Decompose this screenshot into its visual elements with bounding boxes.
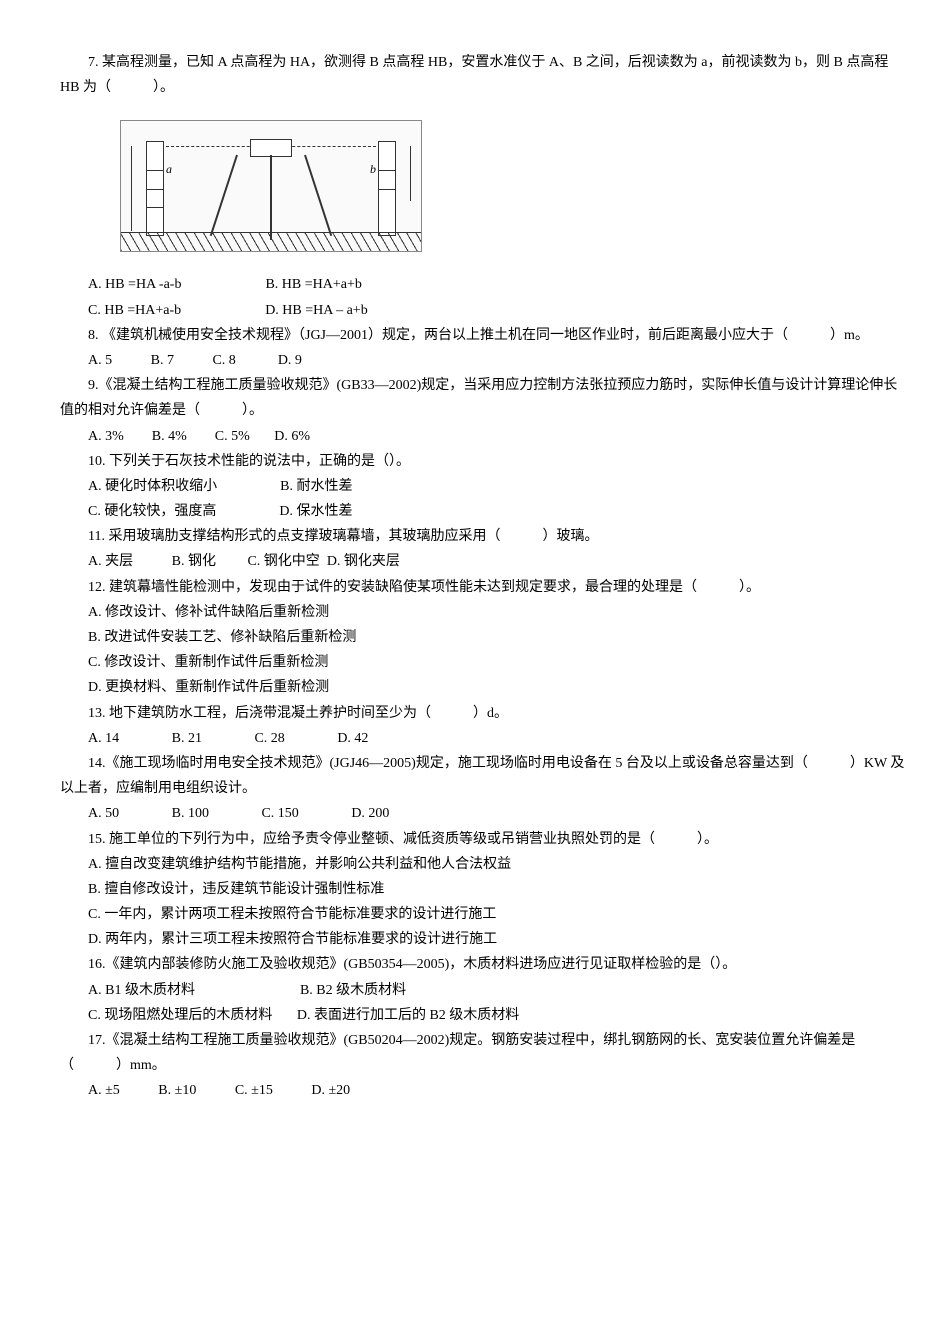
q12-opt-b: B. 改进试件安装工艺、修补缺陷后重新检测 [60,625,910,650]
q8-opt-d: D. 9 [278,353,302,368]
q16-opt-d: D. 表面进行加工后的 B2 级木质材料 [297,1008,519,1023]
q17-text: 17.《混凝土结构工程施工质量验收规范》(GB50204—2002)规定。钢筋安… [60,1028,910,1078]
leveling-figure: a b [120,120,422,252]
q15-text: 15. 施工单位的下列行为中，应给予责令停业整顿、减低资质等级或吊销营业执照处罚… [60,827,910,852]
q14-opt-c: C. 150 [261,806,298,821]
question-7: 7. 某高程测量，已知 A 点高程为 HA，欲测得 B 点高程 HB，安置水准仪… [60,50,910,100]
q7-row1: A. HB =HA -a-b B. HB =HA+a+b [60,272,910,297]
q15-opt-a: A. 擅自改变建筑维护结构节能措施，并影响公共利益和他人合法权益 [60,852,910,877]
ruler-a [146,141,164,236]
q16-row2: C. 现场阻燃处理后的木质材料 D. 表面进行加工后的 B2 级木质材料 [60,1003,910,1028]
q7-text: 7. 某高程测量，已知 A 点高程为 HA，欲测得 B 点高程 HB，安置水准仪… [60,50,910,100]
q11-text: 11. 采用玻璃肋支撑结构形式的点支撑玻璃幕墙，其玻璃肋应采用（ ）玻璃。 [60,524,910,549]
q14-opt-a: A. 50 [88,806,119,821]
q7-opt-a: A. HB =HA -a-b [88,277,181,292]
q7-row2: C. HB =HA+a-b D. HB =HA – a+b [60,298,910,323]
q13-text: 13. 地下建筑防水工程，后浇带混凝土养护时间至少为（ ）d。 [60,701,910,726]
arrow-b [404,146,411,201]
q10-opt-b: B. 耐水性差 [280,479,352,494]
q16-row1: A. B1 级木质材料 B. B2 级木质材料 [60,978,910,1003]
q14-opt-d: D. 200 [351,806,389,821]
q13-opts: A. 14 B. 21 C. 28 D. 42 [60,726,910,751]
q8-opt-a: A. 5 [88,353,112,368]
q10-row2: C. 硬化较快，强度高 D. 保水性差 [60,499,910,524]
q17-opt-b: B. ±10 [158,1083,196,1098]
q10-opt-a: A. 硬化时体积收缩小 [88,479,217,494]
q9-text: 9.《混凝土结构工程施工质量验收规范》(GB33—2002)规定，当采用应力控制… [60,373,910,423]
q14-opt-b: B. 100 [172,806,209,821]
q10-row1: A. 硬化时体积收缩小 B. 耐水性差 [60,474,910,499]
q15-opt-b: B. 擅自修改设计，违反建筑节能设计强制性标准 [60,877,910,902]
q9-opt-c: C. 5% [215,429,250,444]
label-a: a [166,159,172,181]
q10-opt-c: C. 硬化较快，强度高 [88,504,216,519]
q10-opt-d: D. 保水性差 [279,504,352,519]
q14-opts: A. 50 B. 100 C. 150 D. 200 [60,801,910,826]
q14-text: 14.《施工现场临时用电安全技术规范》(JGJ46—2005)规定，施工现场临时… [60,751,910,801]
q13-opt-c: C. 28 [254,731,284,746]
q15-opt-d: D. 两年内，累计三项工程未按照符合节能标准要求的设计进行施工 [60,927,910,952]
q16-text: 16.《建筑内部装修防火施工及验收规范》(GB50354—2005)，木质材料进… [60,952,910,977]
q13-opt-b: B. 21 [172,731,202,746]
arrow-a [131,146,138,231]
q8-opt-c: C. 8 [212,353,235,368]
q17-opt-d: D. ±20 [311,1083,350,1098]
q13-opt-a: A. 14 [88,731,119,746]
q8-opts: A. 5 B. 7 C. 8 D. 9 [60,348,910,373]
q12-opt-a: A. 修改设计、修补试件缺陷后重新检测 [60,600,910,625]
q11-opt-a: A. 夹层 [88,554,133,569]
level-instrument [226,139,316,239]
q11-opt-d: D. 钢化夹层 [327,554,400,569]
q9-opts: A. 3% B. 4% C. 5% D. 6% [60,424,910,449]
q15-opt-c: C. 一年内，累计两项工程未按照符合节能标准要求的设计进行施工 [60,902,910,927]
ruler-b [378,141,396,236]
q9-opt-a: A. 3% [88,429,124,444]
q17-opt-c: C. ±15 [235,1083,273,1098]
q12-text: 12. 建筑幕墙性能检测中，发现由于试件的安装缺陷使某项性能未达到规定要求，最合… [60,575,910,600]
q16-opt-a: A. B1 级木质材料 [88,983,195,998]
q17-opts: A. ±5 B. ±10 C. ±15 D. ±20 [60,1078,910,1103]
q10-text: 10. 下列关于石灰技术性能的说法中，正确的是（）。 [60,449,910,474]
q9-opt-d: D. 6% [274,429,310,444]
q8-opt-b: B. 7 [151,353,174,368]
q17-opt-a: A. ±5 [88,1083,120,1098]
q7-opt-d: D. HB =HA – a+b [265,303,368,318]
q16-opt-b: B. B2 级木质材料 [300,983,406,998]
q11-opts: A. 夹层 B. 钢化 C. 钢化中空 D. 钢化夹层 [60,549,910,574]
label-b: b [370,159,376,181]
q16-opt-c: C. 现场阻燃处理后的木质材料 [88,1008,272,1023]
q9-opt-b: B. 4% [152,429,187,444]
q12-opt-c: C. 修改设计、重新制作试件后重新检测 [60,650,910,675]
q12-opt-d: D. 更换材料、重新制作试件后重新检测 [60,675,910,700]
q13-opt-d: D. 42 [337,731,368,746]
q7-opt-c: C. HB =HA+a-b [88,303,181,318]
q8-text: 8. 《建筑机械使用安全技术规程》（JGJ—2001）规定，两台以上推土机在同一… [60,323,910,348]
q11-opt-c: C. 钢化中空 [247,554,319,569]
q11-opt-b: B. 钢化 [172,554,216,569]
q7-opt-b: B. HB =HA+a+b [265,277,361,292]
ground-hatch [121,232,421,251]
